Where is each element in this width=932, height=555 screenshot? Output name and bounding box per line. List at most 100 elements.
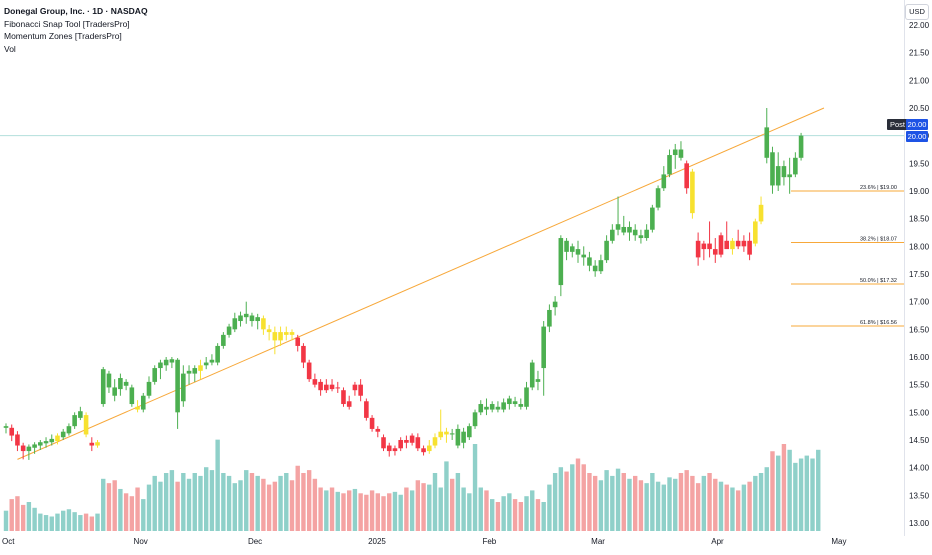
candle-body bbox=[507, 398, 512, 405]
candle-body bbox=[146, 381, 152, 396]
candle-body bbox=[83, 415, 89, 435]
y-tick-label: 13.00 bbox=[909, 519, 930, 528]
candle-body bbox=[518, 404, 524, 407]
y-tick-label: 21.00 bbox=[909, 76, 930, 85]
candle-body bbox=[712, 249, 718, 255]
candle-body bbox=[243, 313, 249, 318]
volume-bar bbox=[369, 490, 375, 531]
volume-bar bbox=[175, 481, 180, 531]
candle-body bbox=[610, 229, 615, 241]
candle-body bbox=[95, 442, 100, 446]
volume-bar bbox=[638, 480, 644, 531]
candle-body bbox=[444, 431, 449, 435]
volume-bar bbox=[701, 475, 707, 531]
candle-body bbox=[512, 401, 518, 405]
volume-bar bbox=[758, 473, 764, 531]
volume-bar bbox=[427, 484, 432, 531]
volume-bar bbox=[409, 490, 415, 531]
volume-bar bbox=[735, 490, 741, 531]
volume-bar bbox=[512, 499, 518, 531]
currency-button[interactable]: USD bbox=[905, 4, 929, 20]
volume-bar bbox=[101, 478, 106, 531]
volume-bar bbox=[518, 502, 523, 531]
volume-bar bbox=[730, 487, 735, 531]
indicator-fibonacci-label[interactable]: Fibonacci Snap Tool [TradersPro] bbox=[4, 18, 130, 29]
candle-body bbox=[598, 260, 604, 272]
indicator-momentum-label[interactable]: Momentum Zones [TradersPro] bbox=[4, 31, 122, 41]
candle-body bbox=[638, 235, 644, 239]
candle-body bbox=[72, 415, 77, 427]
candle-body bbox=[621, 226, 627, 233]
x-tick-label: Apr bbox=[711, 537, 724, 546]
y-tick-label: 17.00 bbox=[909, 298, 930, 307]
candle-body bbox=[426, 445, 432, 452]
y-tick-label: 19.00 bbox=[909, 187, 930, 196]
candle-body bbox=[781, 166, 787, 178]
volume-bar bbox=[83, 513, 89, 531]
candle-body bbox=[501, 402, 506, 410]
volume-bar bbox=[438, 487, 443, 531]
candle-body bbox=[123, 381, 129, 386]
volume-bar bbox=[123, 493, 129, 531]
candle-body bbox=[564, 240, 569, 252]
candle-body bbox=[587, 257, 592, 266]
candle-body bbox=[261, 318, 266, 330]
candle-body bbox=[272, 332, 278, 341]
candle-body bbox=[529, 362, 535, 388]
candle-body bbox=[335, 387, 341, 389]
volume-bar bbox=[312, 478, 318, 531]
volume-bar bbox=[38, 513, 43, 531]
chart-title: Donegal Group, Inc. · 1D · NASDAQ bbox=[4, 6, 148, 16]
candle-body bbox=[398, 440, 403, 449]
candle-body bbox=[192, 368, 198, 374]
volume-bar bbox=[507, 493, 512, 531]
volume-bar bbox=[604, 470, 609, 531]
fib-level-label: 61.8% | $16.56 bbox=[860, 320, 897, 326]
candle-body bbox=[404, 440, 409, 443]
candle-body bbox=[358, 384, 363, 396]
volume-bar bbox=[244, 470, 249, 531]
candle-body bbox=[455, 428, 461, 446]
volume-bar bbox=[324, 490, 329, 531]
volume-bar bbox=[421, 483, 426, 531]
volume-bar bbox=[381, 496, 386, 531]
indicator-volume-label[interactable]: Vol bbox=[4, 43, 16, 54]
candle-body bbox=[346, 401, 352, 407]
volume-bar bbox=[455, 473, 461, 531]
volume-bar bbox=[163, 473, 169, 531]
candle-body bbox=[718, 235, 724, 255]
volume-bar bbox=[478, 487, 483, 531]
volume-bar bbox=[129, 496, 135, 531]
volume-bar bbox=[501, 496, 506, 531]
volume-bar bbox=[615, 468, 621, 531]
volume-bar bbox=[449, 478, 455, 531]
candle-body bbox=[283, 332, 289, 335]
volume-bar bbox=[3, 510, 9, 531]
candle-body bbox=[701, 243, 707, 250]
volume-bar bbox=[249, 473, 255, 531]
volume-bar bbox=[621, 473, 626, 531]
candle-body bbox=[203, 362, 209, 366]
volume-bar bbox=[764, 467, 769, 531]
volume-bar bbox=[209, 470, 215, 531]
candle-body bbox=[678, 149, 684, 158]
candle-body bbox=[312, 379, 318, 385]
volume-bar bbox=[655, 481, 661, 531]
volume-bar bbox=[810, 458, 815, 531]
y-tick-label: 16.00 bbox=[909, 353, 930, 362]
y-tick-label: 17.50 bbox=[909, 270, 930, 279]
volume-bar bbox=[741, 484, 747, 531]
volume-bar bbox=[198, 475, 203, 531]
volume-bar bbox=[232, 483, 237, 531]
candle-body bbox=[364, 401, 369, 418]
candle-body bbox=[341, 390, 346, 405]
candle-body bbox=[43, 441, 49, 444]
candle-body bbox=[655, 188, 661, 208]
x-tick-label: Mar bbox=[591, 537, 605, 546]
fib-level-label: 50.0% | $17.32 bbox=[860, 278, 897, 284]
volume-bar bbox=[650, 473, 655, 531]
volume-bar bbox=[341, 493, 346, 531]
volume-bar bbox=[432, 473, 438, 531]
